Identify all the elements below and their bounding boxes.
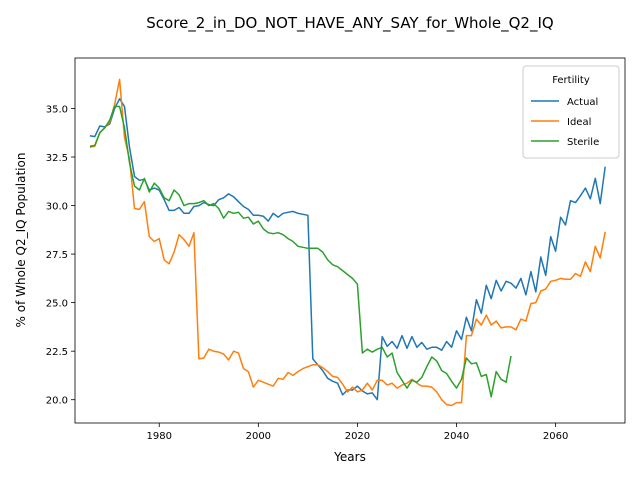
x-tick-label: 2020: [345, 431, 370, 442]
legend-title: Fertility: [552, 75, 590, 86]
chart-title: Score_2_in_DO_NOT_HAVE_ANY_SAY_for_Whole…: [146, 14, 553, 33]
series-line-sterile: [89, 105, 512, 398]
plot-frame: [74, 57, 626, 424]
y-tick-label: 30.0: [46, 202, 68, 213]
legend-box: [522, 65, 620, 159]
series-line-ideal: [89, 78, 606, 407]
series-line-actual: [89, 98, 606, 401]
x-tick-label: 1980: [147, 431, 172, 442]
y-tick-label: 35.0: [46, 104, 68, 115]
x-axis: 1980 2000 2020 2040 2060: [147, 423, 568, 442]
legend: Fertility Actual Ideal Sterile: [522, 65, 620, 159]
x-axis-label: Years: [333, 450, 366, 464]
legend-label-actual: Actual: [567, 97, 598, 108]
series-layer: [89, 78, 606, 407]
legend-label-sterile: Sterile: [567, 137, 599, 148]
y-tick-label: 27.5: [46, 250, 68, 261]
x-tick-label: 2040: [444, 431, 469, 442]
y-tick-label: 22.5: [46, 347, 68, 358]
y-tick-label: 25.0: [46, 299, 68, 310]
y-axis-label: % of Whole Q2_IQ Population: [14, 153, 28, 328]
legend-label-ideal: Ideal: [567, 117, 591, 128]
y-tick-label: 32.5: [46, 153, 68, 164]
y-tick-label: 20.0: [46, 396, 68, 407]
y-axis: 20.0 22.5 25.0 27.5 30.0 32.5 35.0: [46, 104, 75, 407]
x-tick-label: 2000: [246, 431, 271, 442]
x-tick-label: 2060: [543, 431, 568, 442]
